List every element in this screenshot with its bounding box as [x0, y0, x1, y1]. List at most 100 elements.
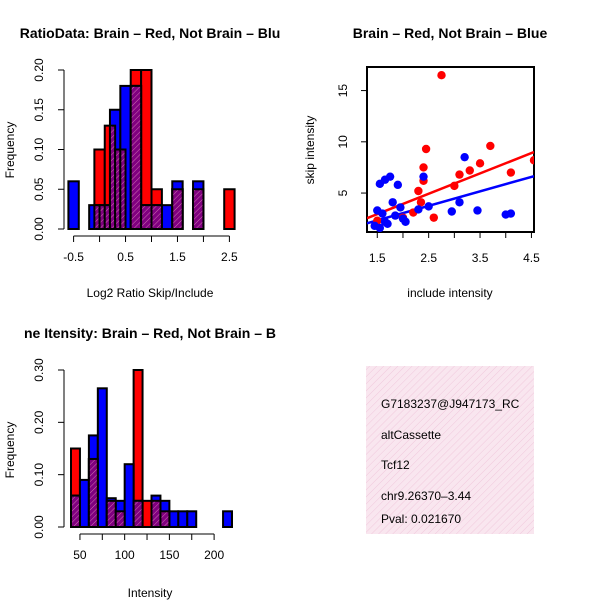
- overlap-hatch: [134, 501, 142, 526]
- not-brain-bar: [186, 510, 198, 528]
- y-tick-label: 0.10: [32, 463, 46, 487]
- genomic-location-text: chr9.26370–3.44: [381, 489, 471, 503]
- x-tick-label: 2.5: [221, 250, 238, 264]
- brain-point: [506, 168, 516, 177]
- not-brain-point: [424, 202, 433, 211]
- not-brain-point: [393, 180, 403, 190]
- brain-point: [465, 166, 474, 175]
- event-info-panel: G7183237@J947173_RC altCassette Tcf12 ch…: [366, 366, 534, 534]
- not-brain-point: [506, 209, 516, 218]
- gene-name-text: Tcf12: [381, 458, 410, 472]
- y-tick-label: 0.00: [32, 217, 46, 241]
- intensity-scatter-panel: Brain – Red, Not Brain – Blue 1.5 2.5 3.5 4…: [303, 25, 547, 300]
- brain-point: [421, 144, 431, 154]
- overlap-hatch: [116, 512, 124, 526]
- overlap-hatch: [161, 512, 169, 526]
- not-brain-point: [396, 203, 405, 212]
- intensity-histogram-bars: [70, 369, 234, 529]
- overlap-hatch: [107, 501, 115, 526]
- brain-point: [437, 70, 446, 80]
- x-tick-label: 100: [115, 548, 135, 562]
- brain-point: [419, 163, 428, 172]
- scatter-title: Brain – Red, Not Brain – Blue: [353, 25, 548, 41]
- x-tick-label: 4.5: [523, 251, 540, 265]
- ratio-histogram-panel: RatioData: Brain – Red, Not Brain – Blu …: [3, 25, 280, 300]
- brain-point: [475, 159, 485, 168]
- not-brain-bar: [177, 510, 189, 528]
- brain-point: [416, 198, 426, 207]
- scatter-ylabel: skip intensity: [303, 116, 317, 185]
- overlap-hatch: [194, 190, 203, 228]
- event-id-text: G7183237@J947173_RC: [381, 397, 520, 411]
- not-brain-point: [414, 205, 423, 214]
- y-tick-label: 0.10: [32, 137, 46, 161]
- x-tick-label: 0.5: [117, 250, 134, 264]
- overlap-hatch: [121, 150, 125, 228]
- not-brain-point: [455, 198, 464, 207]
- overlap-hatch: [72, 496, 79, 526]
- not-brain-point: [460, 152, 469, 162]
- brain-point: [429, 213, 438, 222]
- info-overflow-mask: [534, 390, 600, 416]
- intensity-histogram-axes: 50 100 150 200 0.00 0.10 0.20 0.30: [32, 358, 224, 562]
- y-tick-label: 10: [336, 135, 350, 149]
- y-tick-label: 0.30: [32, 358, 46, 382]
- x-tick-label: 1.5: [169, 250, 186, 264]
- y-tick-label: 0.20: [32, 410, 46, 434]
- brain-point: [455, 170, 464, 179]
- not-brain-point: [447, 207, 456, 216]
- not-brain-point: [385, 172, 395, 181]
- scatter-points: [370, 70, 534, 232]
- overlap-hatch: [95, 206, 99, 228]
- not-brain-bar: [123, 463, 135, 529]
- not-brain-point: [388, 198, 397, 207]
- not-brain-point: [375, 223, 385, 232]
- not-brain-point: [380, 217, 390, 226]
- overlap-hatch: [173, 190, 182, 228]
- x-tick-label: -0.5: [63, 250, 84, 264]
- overlap-hatch: [100, 206, 104, 228]
- x-tick-label: 3.5: [472, 251, 489, 265]
- not-brain-point: [378, 209, 387, 218]
- scatter-xlabel: include intensity: [407, 286, 492, 300]
- overlap-hatch: [116, 150, 120, 228]
- scatter-plot-frame: [366, 66, 535, 233]
- y-tick-label: 0.15: [32, 98, 46, 122]
- not-brain-point: [391, 211, 400, 220]
- not-brain-bar: [168, 510, 180, 528]
- x-tick-label: 150: [159, 548, 179, 562]
- overlap-hatch: [131, 86, 141, 229]
- not-brain-point: [473, 206, 482, 215]
- scatter-axes: 1.5 2.5 3.5 4.5 5 10 15: [336, 84, 540, 265]
- not-brain-bar: [160, 204, 174, 230]
- brain-bar: [223, 188, 236, 230]
- intensity-histogram-ylabel: Frequency: [3, 422, 17, 479]
- brain-point: [529, 156, 534, 165]
- overlap-hatch: [142, 206, 151, 228]
- overlap-hatch: [152, 501, 160, 526]
- ratio-histogram-bars: [67, 69, 236, 231]
- pval-text: Pval: 0.021670: [381, 512, 461, 526]
- overlap-hatch: [105, 206, 109, 228]
- brain-point: [450, 181, 459, 191]
- not-brain-bar: [67, 180, 80, 231]
- ratio-histogram-xlabel: Log2 Ratio Skip/Include: [87, 286, 214, 300]
- y-tick-label: 15: [336, 84, 350, 98]
- x-tick-label: 2.5: [420, 251, 437, 265]
- y-tick-label: 5: [336, 189, 350, 196]
- y-tick-label: 0.20: [32, 58, 46, 82]
- brain-point: [414, 186, 423, 196]
- not-brain-point: [401, 217, 410, 226]
- intensity-histogram-xlabel: Intensity: [128, 586, 173, 600]
- x-tick-label: 200: [204, 548, 224, 562]
- ratio-histogram-title: RatioData: Brain – Red, Not Brain – Blu: [20, 25, 281, 41]
- not-brain-bar: [96, 387, 108, 529]
- event-info-background: [366, 366, 534, 534]
- brain-point: [486, 141, 495, 151]
- x-tick-label: 1.5: [369, 251, 386, 265]
- intensity-histogram-panel: ne Itensity: Brain – Red, Not Brain – B …: [3, 325, 276, 600]
- event-type-text: altCassette: [381, 428, 441, 442]
- ratio-histogram-axes: -0.5 0.5 1.5 2.5 0.00 0.05 0.10 0.15 0.20: [32, 58, 238, 264]
- y-tick-label: 0.00: [32, 515, 46, 539]
